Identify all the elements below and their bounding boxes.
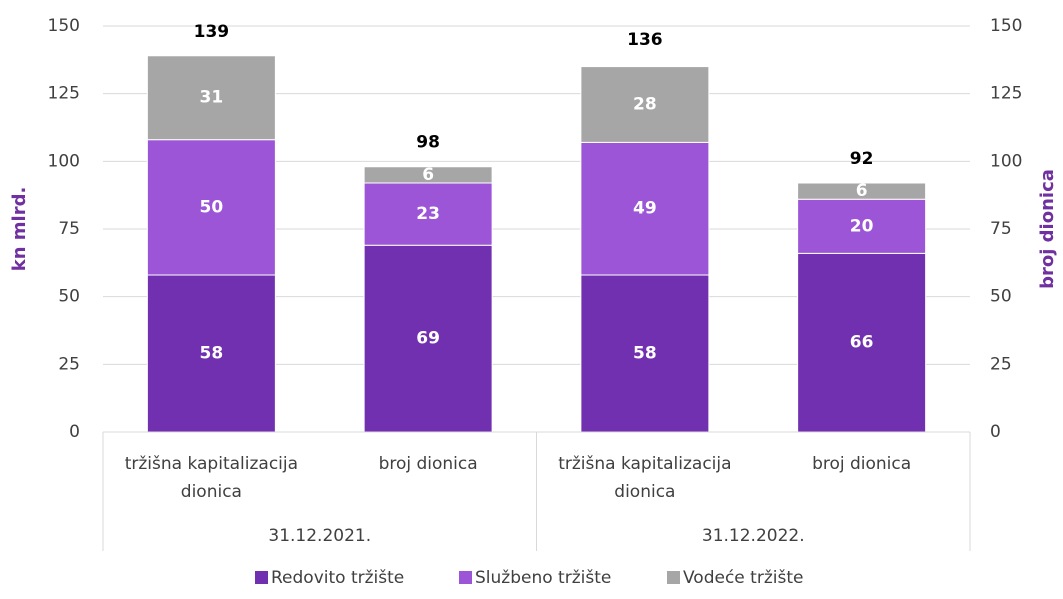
x-tick-label: broj dionica <box>379 454 478 474</box>
y-tick-label: 100 <box>48 151 80 171</box>
data-label: 58 <box>200 344 224 364</box>
y-tick-label: 75 <box>58 219 80 239</box>
legend-label: Redovito tržište <box>271 568 404 588</box>
bar-segment <box>580 66 710 143</box>
bar-segment <box>580 141 710 276</box>
data-label: 69 <box>416 329 440 349</box>
y2-axis-label: broj dionica <box>1037 169 1058 289</box>
y2-tick-label: 75 <box>990 219 1012 239</box>
x-tick-label: tržišna kapitalizacija dionica <box>558 454 731 502</box>
bar-segment <box>146 139 276 276</box>
legend-swatch <box>255 571 268 584</box>
x-tick-label: tržišna kapitalizacija dionica <box>125 454 298 502</box>
data-label: 23 <box>416 204 440 224</box>
total-label: 136 <box>627 30 663 50</box>
total-label: 139 <box>194 22 230 42</box>
bar-segment <box>580 274 710 433</box>
data-label: 20 <box>850 216 874 236</box>
y-axis-label: kn mlrd. <box>9 187 30 272</box>
y2-tick-label: 25 <box>990 354 1012 374</box>
y-tick-label: 25 <box>58 354 80 374</box>
bar-segment <box>797 182 927 200</box>
group-label: 31.12.2021. <box>268 526 371 546</box>
bar-segment <box>363 182 493 246</box>
data-label: 66 <box>850 333 874 353</box>
bar-segment <box>146 55 276 141</box>
data-label: 6 <box>422 165 434 185</box>
data-label: 6 <box>856 181 868 201</box>
y-tick-label: 50 <box>58 287 80 307</box>
bar-segment <box>797 252 927 433</box>
y-tick-label: 0 <box>69 422 80 442</box>
bar-segment <box>363 166 493 184</box>
y2-tick-label: 100 <box>990 151 1022 171</box>
legend-swatch <box>667 571 680 584</box>
total-label: 98 <box>416 133 440 153</box>
legend-label: Službeno tržište <box>475 568 611 588</box>
y-tick-label: 150 <box>48 16 80 36</box>
bar-segment <box>363 244 493 433</box>
y-tick-label: 125 <box>48 84 80 104</box>
x-tick-label: broj dionica <box>812 454 911 474</box>
data-label: 49 <box>633 199 657 219</box>
y2-tick-label: 150 <box>990 16 1022 36</box>
data-label: 58 <box>633 344 657 364</box>
legend-label: Vodeće tržište <box>683 568 803 588</box>
y2-tick-label: 50 <box>990 287 1012 307</box>
y2-tick-label: 0 <box>990 422 1001 442</box>
data-label: 28 <box>633 94 657 114</box>
bar-segment <box>797 198 927 254</box>
total-label: 92 <box>850 149 874 169</box>
data-label: 31 <box>200 88 224 108</box>
legend-swatch <box>459 571 472 584</box>
group-label: 31.12.2022. <box>702 526 805 546</box>
data-label: 50 <box>200 197 224 217</box>
y2-tick-label: 125 <box>990 84 1022 104</box>
